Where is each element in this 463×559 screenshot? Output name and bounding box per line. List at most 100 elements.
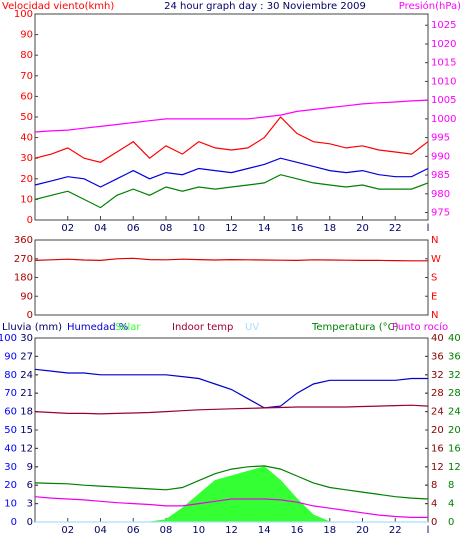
y-tick-label: 90 <box>4 351 17 362</box>
x-tick-label: 04 <box>94 223 107 234</box>
y-tick-label: 60 <box>20 91 33 102</box>
x-tick-label: 02 <box>61 223 74 234</box>
series-line <box>34 465 429 500</box>
x-tick-label: 18 <box>323 223 336 234</box>
y-tick-label: 60 <box>4 407 17 418</box>
x-tick-label: 06 <box>127 525 140 536</box>
x-tick-label: 06 <box>127 223 140 234</box>
x-tick-label: l <box>427 223 430 234</box>
y-tick-label: 50 <box>20 112 33 123</box>
y-tick-label: 12 <box>431 462 444 473</box>
y-tick-label: 28 <box>431 388 444 399</box>
series-line <box>34 404 429 415</box>
y-tick-label: 24 <box>448 407 461 418</box>
plot-area <box>34 13 429 221</box>
legend-label: Temperatura (°C) <box>311 322 399 333</box>
axis-label: Velocidad viento(kmh) <box>2 1 114 12</box>
x-tick-label: 22 <box>389 525 402 536</box>
x-tick-label: 16 <box>291 525 304 536</box>
y-tick-label: 990 <box>431 151 450 162</box>
x-tick-label: 20 <box>356 525 369 536</box>
y-tick-label: 20 <box>20 174 33 185</box>
series-line <box>34 496 428 518</box>
y-tick-label: 9 <box>27 462 33 473</box>
y-tick-label: 24 <box>431 407 444 418</box>
y-tick-label: 50 <box>4 425 17 436</box>
y-tick-label: 30 <box>20 333 33 344</box>
y-tick-label: 40 <box>20 133 33 144</box>
y-tick-label: 270 <box>14 254 33 265</box>
y-tick-label: 8 <box>431 480 437 491</box>
y-tick-label: 32 <box>448 370 461 381</box>
y-tick-label: 16 <box>431 443 444 454</box>
y-tick-label: 100 <box>14 9 33 20</box>
x-tick-label: 20 <box>356 223 369 234</box>
y-tick-label: 36 <box>431 351 444 362</box>
x-tick-label: 10 <box>192 525 205 536</box>
x-tick-label: 02 <box>61 525 74 536</box>
legend-label: Punto rocío <box>392 321 448 333</box>
y-tick-label: 995 <box>431 133 450 144</box>
x-tick-label: 10 <box>192 223 205 234</box>
y-tick-label: 980 <box>431 189 450 200</box>
y-tick-label: 975 <box>431 208 450 219</box>
y-tick-label: 0 <box>27 517 33 528</box>
y-tick-label: 80 <box>20 50 33 61</box>
plot-area <box>34 239 429 316</box>
y-tick-label: 1015 <box>431 58 456 69</box>
x-tick-label: 08 <box>160 223 173 234</box>
y-tick-label: E <box>431 291 437 302</box>
series-line <box>34 99 429 133</box>
y-tick-label: 30 <box>4 462 17 473</box>
y-tick-label: 70 <box>4 388 17 399</box>
y-tick-label: 100 <box>0 333 17 344</box>
y-tick-label: 4 <box>431 499 437 510</box>
y-tick-label: 21 <box>20 388 33 399</box>
x-tick-label: 12 <box>225 223 238 234</box>
y-tick-label: N <box>431 310 438 321</box>
y-tick-label: 28 <box>448 388 461 399</box>
axis-label: Lluvia (mm) <box>2 322 62 333</box>
y-tick-label: N <box>431 235 438 246</box>
legend-label: Humedad % <box>67 322 128 333</box>
y-tick-label: 180 <box>14 273 33 284</box>
y-tick-label: 30 <box>20 153 33 164</box>
y-tick-label: 360 <box>14 235 33 246</box>
y-tick-label: 6 <box>27 480 33 491</box>
y-tick-label: 985 <box>431 170 450 181</box>
legend-label: UV <box>245 322 259 333</box>
y-tick-label: 8 <box>448 480 454 491</box>
x-tick-label: 12 <box>225 525 238 536</box>
series-line <box>34 257 428 262</box>
y-tick-label: 80 <box>4 370 17 381</box>
y-tick-label: 90 <box>20 291 33 302</box>
y-tick-label: 40 <box>448 333 461 344</box>
x-tick-label: 14 <box>258 525 271 536</box>
y-tick-label: 16 <box>448 443 461 454</box>
y-tick-label: 90 <box>20 30 33 41</box>
y-tick-label: 20 <box>448 425 461 436</box>
legend-label: Indoor temp <box>172 322 233 333</box>
y-tick-label: 24 <box>20 370 33 381</box>
y-tick-label: 36 <box>448 351 461 362</box>
chart-title: 24 hour graph day : 30 Noviembre 2009 <box>164 1 366 12</box>
series-line <box>34 174 429 209</box>
y-tick-label: 20 <box>431 425 444 436</box>
y-tick-label: 3 <box>27 499 33 510</box>
y-tick-label: 0 <box>27 310 33 321</box>
y-tick-label: 40 <box>4 443 17 454</box>
series-line <box>34 116 429 163</box>
x-tick-label: 14 <box>258 223 271 234</box>
legend-label: Solar <box>115 322 141 333</box>
y-tick-label: 18 <box>20 407 33 418</box>
y-tick-label: 0 <box>448 517 454 528</box>
x-tick-label: 18 <box>323 525 336 536</box>
y-tick-label: 10 <box>4 499 17 510</box>
y-tick-label: 27 <box>20 351 33 362</box>
y-tick-label: 1005 <box>431 95 456 106</box>
y-tick-label: 15 <box>20 425 33 436</box>
y-tick-label: S <box>431 273 437 284</box>
y-tick-label: 40 <box>431 333 444 344</box>
y-tick-label: 1020 <box>431 39 456 50</box>
